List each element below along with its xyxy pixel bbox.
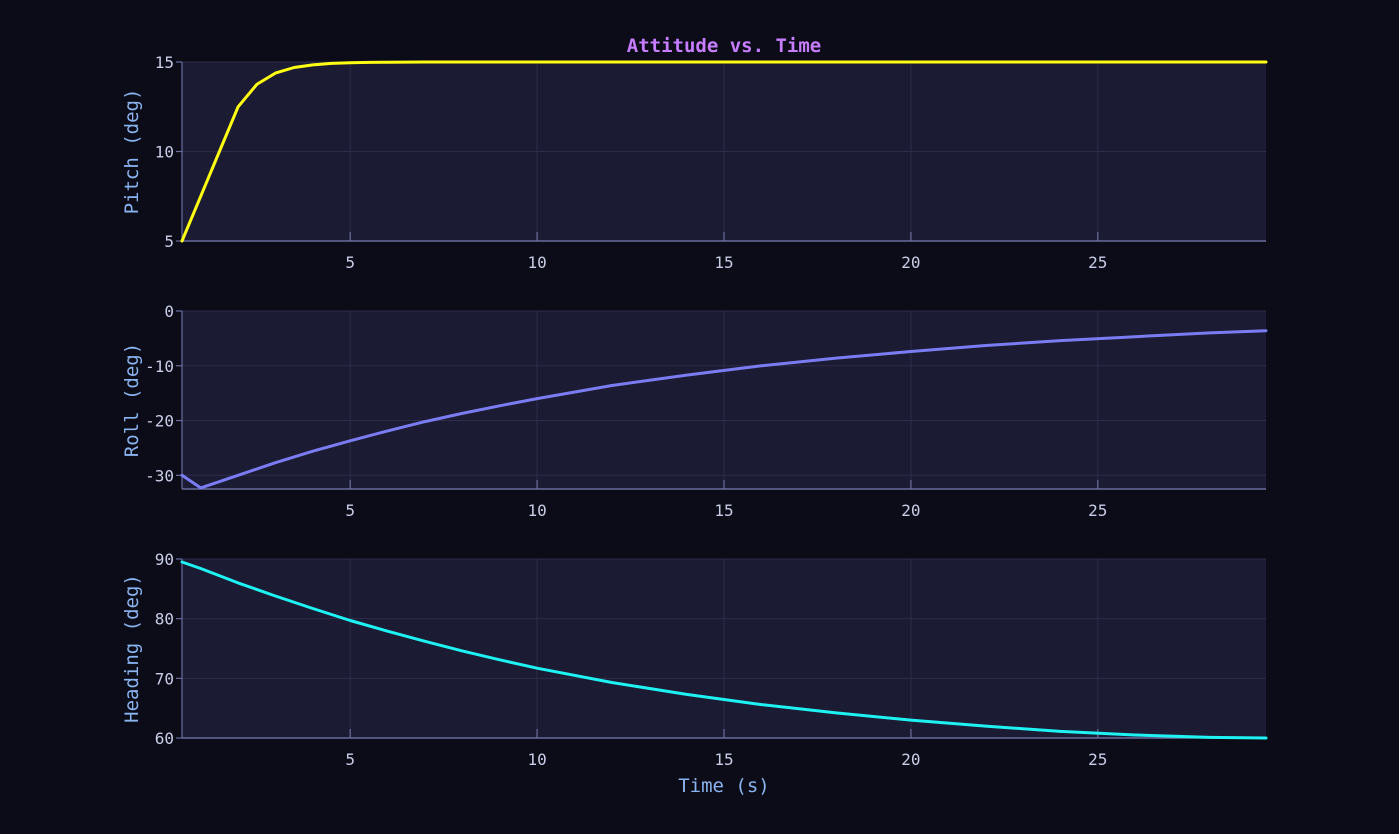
y-tick-label: 60 bbox=[155, 729, 174, 748]
y-tick-label: 90 bbox=[155, 550, 174, 569]
y-tick-label: -10 bbox=[145, 357, 174, 376]
series-line bbox=[180, 560, 1268, 740]
chart-title: Attitude vs. Time bbox=[627, 35, 821, 57]
x-tick-label: 15 bbox=[714, 253, 733, 272]
y-tick-label: 80 bbox=[155, 610, 174, 629]
y-tick-label: 0 bbox=[164, 302, 174, 321]
y-axis-label: Heading (deg) bbox=[121, 574, 143, 723]
y-tick-label: 5 bbox=[164, 232, 174, 251]
x-tick-label: 5 bbox=[345, 750, 355, 769]
x-tick-label: 20 bbox=[901, 253, 920, 272]
y-tick-label: -30 bbox=[145, 466, 174, 485]
panel-1: 5 10 15 20 25 5 10 15 Pitch (deg) bbox=[121, 53, 1268, 272]
x-tick-label: 5 bbox=[345, 501, 355, 520]
x-tick-label: 5 bbox=[345, 253, 355, 272]
panel-3: 5 10 15 20 25 60 70 80 90 Heading (deg) bbox=[121, 550, 1268, 769]
y-tick-label: 70 bbox=[155, 669, 174, 688]
y-tick-label: -20 bbox=[145, 412, 174, 431]
y-tick-label: 15 bbox=[155, 53, 174, 72]
x-tick-label: 15 bbox=[714, 501, 733, 520]
series-line bbox=[180, 60, 1268, 243]
x-tick-label: 20 bbox=[901, 750, 920, 769]
x-tick-label: 10 bbox=[527, 501, 546, 520]
series-line bbox=[180, 329, 1268, 490]
x-tick-label: 15 bbox=[714, 750, 733, 769]
x-tick-label: 10 bbox=[527, 253, 546, 272]
x-tick-label: 25 bbox=[1088, 253, 1107, 272]
x-tick-label: 25 bbox=[1088, 501, 1107, 520]
y-tick-label: 10 bbox=[155, 143, 174, 162]
y-axis-label: Roll (deg) bbox=[121, 343, 143, 457]
x-tick-label: 20 bbox=[901, 501, 920, 520]
x-tick-label: 25 bbox=[1088, 750, 1107, 769]
y-axis-label: Pitch (deg) bbox=[121, 89, 143, 215]
x-tick-label: 10 bbox=[527, 750, 546, 769]
x-axis-label: Time (s) bbox=[678, 775, 770, 797]
